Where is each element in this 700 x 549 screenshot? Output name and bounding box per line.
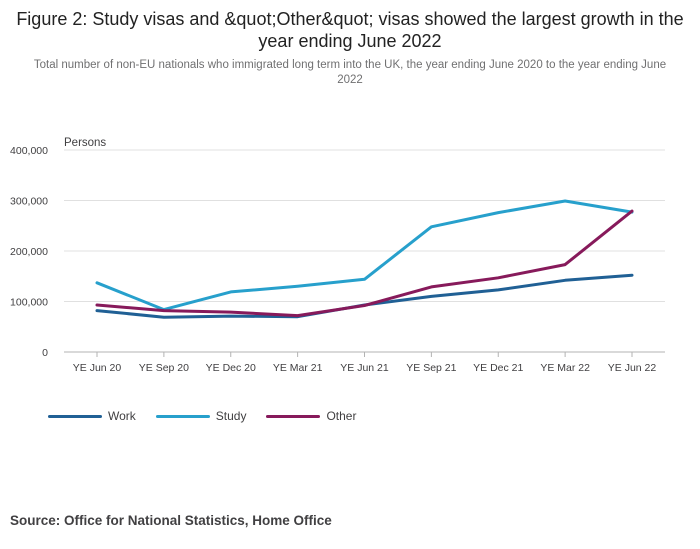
chart-title: Figure 2: Study visas and &quot;Other&qu… <box>16 9 684 51</box>
y-tick-label: 200,000 <box>10 246 48 258</box>
legend-swatch-other <box>266 414 321 418</box>
series-line-study <box>95 199 634 312</box>
legend-item-study: Study <box>155 409 247 423</box>
source-note: Source: Office for National Statistics, … <box>10 513 332 528</box>
line-chart: 0 100,000 200,000 300,000 400,000 Persons YE J… <box>10 137 665 374</box>
y-tick-label: 400,000 <box>10 145 48 157</box>
legend-label-work: Work <box>108 409 136 423</box>
y-tick-label: 300,000 <box>10 196 48 208</box>
x-tick-label: YE Jun 21 <box>340 362 389 374</box>
legend-label-other: Other <box>326 409 357 423</box>
x-tick-label: YE Jun 22 <box>608 362 657 374</box>
x-tick-label: YE Mar 22 <box>540 362 590 374</box>
chart-subtitle: Total number of non-EU nationals who imm… <box>33 59 667 86</box>
legend-item-work: Work <box>48 409 136 423</box>
x-tick-label: YE Dec 21 <box>473 362 523 374</box>
y-axis-units-label: Persons <box>64 137 106 149</box>
legend-swatch-study <box>155 414 210 418</box>
chart-legend: Work Study Other <box>48 409 376 423</box>
series-line-other <box>95 209 634 318</box>
y-tick-label: 100,000 <box>10 297 48 309</box>
legend-item-other: Other <box>266 409 356 423</box>
legend-swatch-work <box>48 414 102 418</box>
y-tick-label: 0 <box>42 347 48 359</box>
x-tick-label: YE Jun 20 <box>73 362 122 374</box>
x-tick-label: YE Sep 21 <box>406 362 456 374</box>
x-tick-label: YE Dec 20 <box>206 362 256 374</box>
x-tick-label: YE Sep 20 <box>139 362 189 374</box>
x-tick-label: YE Mar 21 <box>273 362 323 374</box>
legend-label-study: Study <box>215 409 247 423</box>
